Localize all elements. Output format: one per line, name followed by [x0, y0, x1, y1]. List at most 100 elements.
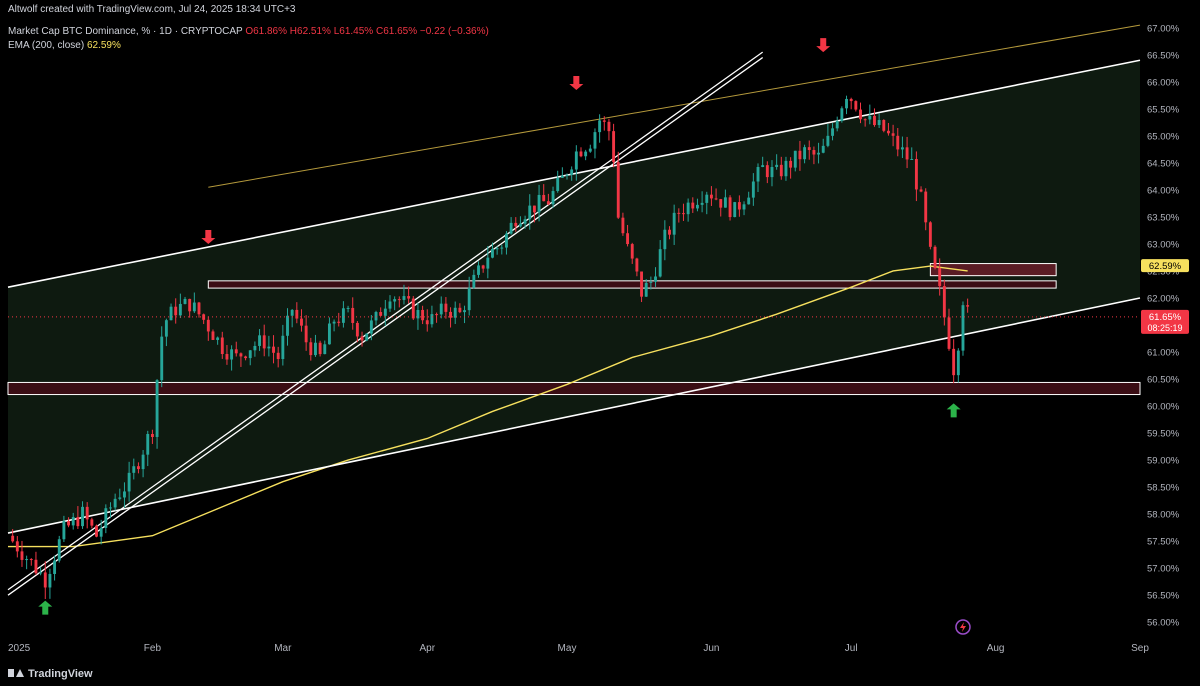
candle-body: [491, 248, 494, 258]
candle-body: [164, 320, 168, 337]
candle-body: [779, 164, 783, 177]
candle-body: [789, 160, 793, 168]
ema-value: 62.59%: [86, 40, 121, 51]
y-tick-label: 66.50%: [1147, 50, 1180, 61]
candle-body: [211, 331, 215, 340]
candle-body: [956, 350, 960, 376]
candle-body: [304, 325, 308, 343]
candle-body: [11, 535, 15, 542]
symbol-legend: Market Cap BTC Dominance, % · 1D · CRYPT…: [8, 26, 489, 37]
brand-label: TradingView: [28, 668, 93, 680]
candle-body: [155, 380, 159, 437]
candle-body: [798, 150, 802, 160]
candle-body: [435, 314, 439, 316]
candle-body: [332, 321, 336, 324]
candle-body: [733, 202, 737, 218]
candle-body: [761, 165, 765, 168]
candle-body: [95, 525, 98, 537]
arrow-up-icon: [38, 600, 53, 615]
candle-body: [318, 342, 322, 355]
candle-body: [127, 472, 131, 492]
candle-body: [528, 205, 532, 220]
ema-price-label: 62.59%: [1149, 261, 1182, 272]
candle-body: [365, 333, 369, 341]
candle-body: [178, 303, 182, 316]
candle-body: [686, 202, 690, 215]
channel-top: [208, 24, 1141, 188]
candle-body: [346, 307, 350, 309]
candle-body: [192, 302, 196, 312]
candle-body: [938, 267, 942, 287]
candle-body: [81, 506, 84, 527]
candle-body: [411, 298, 415, 319]
candles: [11, 95, 970, 600]
candle-body: [756, 167, 760, 182]
candle-body: [728, 197, 732, 218]
candle-body: [220, 337, 224, 355]
candle-body: [933, 246, 937, 268]
candle-body: [635, 258, 639, 272]
candle-body: [887, 130, 890, 134]
lightning-icon: [959, 622, 966, 632]
candle-body: [402, 296, 406, 300]
ema-price-label-bg: [1141, 259, 1189, 273]
ema-label[interactable]: EMA (200, close): [8, 40, 85, 51]
candle-body: [626, 233, 630, 245]
candle-body: [481, 265, 485, 269]
candle-body: [300, 318, 303, 326]
candle-body: [430, 314, 434, 325]
last-price-label-bg: [1141, 309, 1189, 334]
candle-body: [747, 197, 751, 205]
candle-body: [109, 507, 112, 509]
candle-body: [961, 305, 965, 351]
candle-body: [416, 309, 420, 319]
candle-body: [113, 498, 117, 508]
candle-body: [616, 162, 620, 218]
y-tick-label: 56.50%: [1147, 591, 1180, 602]
symbol-name[interactable]: Market Cap BTC Dominance, % · 1D · CRYPT…: [8, 26, 243, 37]
x-tick-label: Feb: [144, 643, 162, 654]
y-tick-label: 58.00%: [1147, 510, 1180, 521]
candle-body: [910, 159, 914, 161]
candle-body: [234, 349, 238, 354]
lower-trend: [7, 297, 1141, 534]
tradingview-logo[interactable]: TradingView: [8, 668, 93, 680]
candle-body: [751, 181, 755, 198]
candle-body: [146, 433, 150, 455]
candle-body: [202, 314, 206, 320]
candle-body: [183, 298, 187, 304]
x-tick-label: Mar: [274, 643, 292, 654]
candle-body: [295, 309, 299, 319]
candle-body: [341, 308, 345, 323]
y-tick-label: 63.50%: [1147, 212, 1180, 223]
candle-body: [355, 322, 359, 337]
candle-body: [141, 454, 145, 470]
candle-body: [775, 164, 779, 168]
candle-body: [588, 148, 592, 152]
footer-bar: TradingView: [0, 660, 1200, 686]
steep-trend-b: [7, 56, 764, 596]
candle-body: [654, 276, 657, 282]
candle-body: [421, 309, 425, 321]
y-tick-label: 56.00%: [1147, 618, 1180, 629]
candle-body: [942, 286, 946, 318]
candle-body: [104, 508, 108, 528]
candle-body: [397, 299, 401, 301]
candle-body: [598, 120, 602, 133]
candle-body: [709, 194, 713, 199]
candle-body: [966, 305, 970, 307]
candle-body: [514, 222, 518, 227]
y-tick-label: 63.00%: [1147, 239, 1180, 250]
y-tick-label: 67.00%: [1147, 23, 1180, 34]
candle-body: [248, 350, 252, 359]
candle-body: [290, 309, 294, 316]
candle-body: [136, 466, 140, 470]
candle-body: [952, 348, 956, 376]
candle-body: [43, 572, 47, 588]
candle-body: [76, 517, 80, 527]
candle-body: [770, 167, 774, 178]
candle-body: [276, 352, 280, 360]
candle-body: [826, 135, 830, 146]
candle-body: [239, 353, 243, 357]
